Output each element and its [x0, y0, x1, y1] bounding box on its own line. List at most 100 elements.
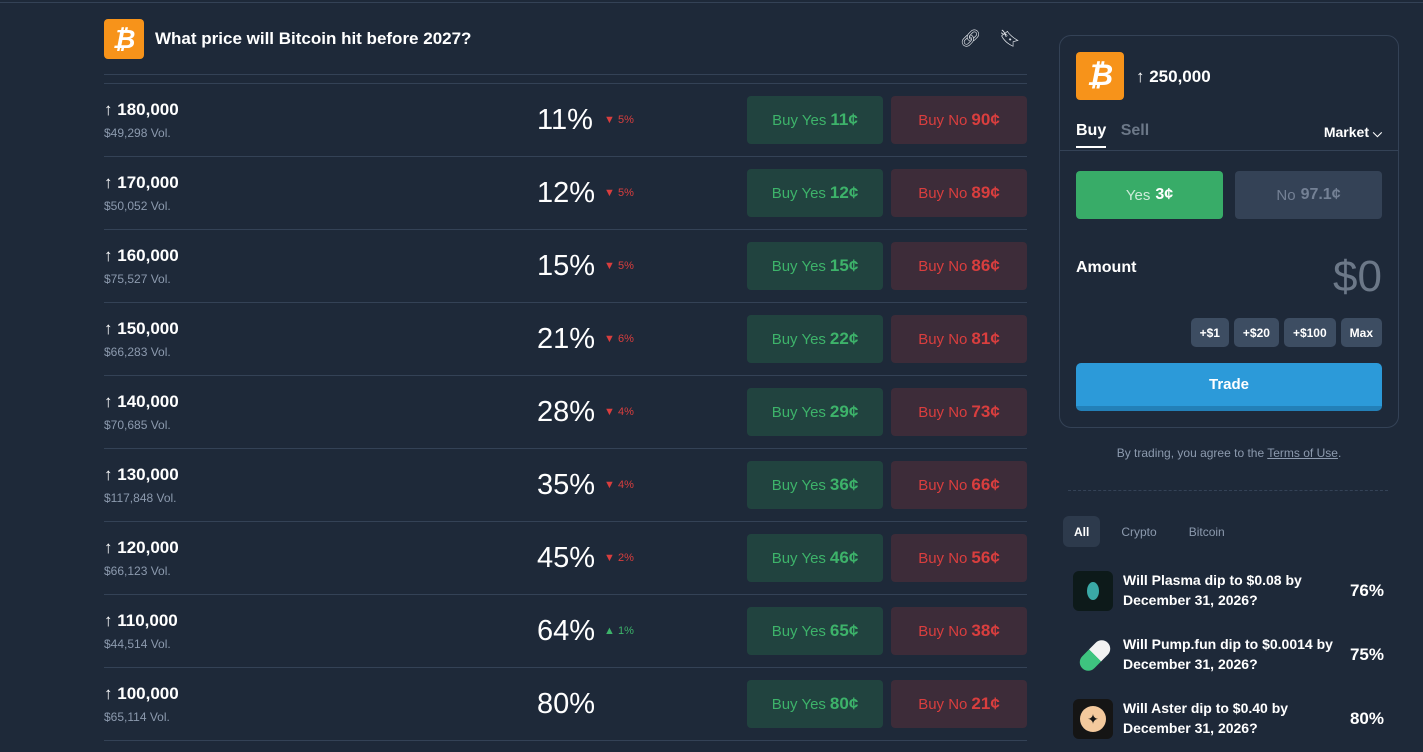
selected-outcome: ↑ 250,000 [1136, 67, 1211, 86]
change-indicator: ▼ 4% [604, 406, 634, 418]
outcome-probability: 15% [537, 250, 596, 282]
buy-no-button[interactable]: Buy No 56¢ [891, 534, 1027, 582]
change-value: 1% [617, 625, 634, 637]
arrow-up-icon: ↑ [104, 246, 113, 265]
tab-sell[interactable]: Sell [1120, 122, 1150, 139]
buy-yes-price: 36¢ [829, 475, 859, 494]
buy-yes-button[interactable]: Buy Yes 80¢ [747, 680, 883, 728]
link-icon[interactable]: 🔗︎ [959, 29, 982, 48]
buy-yes-label: Buy Yes [772, 111, 827, 129]
outcome-row: ↑ 120,000 $66,123 Vol. 45% ▼ 2% Buy Yes 4… [104, 522, 1027, 595]
filter-all[interactable]: All [1063, 516, 1101, 547]
related-market-percent: 76% [1349, 581, 1384, 600]
outcome-label: ↑ 120,000 [104, 538, 179, 558]
divider [104, 74, 1027, 75]
amount-input[interactable]: $0 [1333, 252, 1382, 301]
page-title: What price will Bitcoin hit before 2027? [155, 29, 472, 48]
divider [1060, 150, 1398, 151]
buy-no-price: 89¢ [971, 183, 1000, 202]
outcome-probability: 64% [537, 615, 596, 647]
outcome-row: ↑ 180,000 $49,298 Vol. 11% ▼ 5% Buy Yes 1… [104, 84, 1027, 157]
buy-yes-button[interactable]: Buy Yes 11¢ [747, 96, 883, 144]
buy-no-button[interactable]: Buy No 73¢ [891, 388, 1027, 436]
buy-no-button[interactable]: Buy No 81¢ [891, 315, 1027, 363]
buy-yes-label: Buy Yes [771, 184, 826, 202]
buy-no-price: 56¢ [971, 548, 1000, 567]
buy-no-button[interactable]: Buy No 90¢ [891, 96, 1027, 144]
buy-yes-label: Buy Yes [771, 476, 826, 494]
buy-yes-button[interactable]: Buy Yes 22¢ [747, 315, 883, 363]
triangle-down-icon: ▼ [604, 114, 615, 126]
divider [1068, 490, 1388, 491]
buy-yes-button[interactable]: Buy Yes 15¢ [747, 242, 883, 290]
buy-yes-button[interactable]: Buy Yes 29¢ [747, 388, 883, 436]
trade-button[interactable]: Trade [1076, 363, 1382, 411]
change-indicator: ▼ 5% [604, 114, 634, 126]
buy-yes-button[interactable]: Buy Yes 65¢ [747, 607, 883, 655]
buy-yes-button[interactable]: Buy Yes 36¢ [747, 461, 883, 509]
add-100-button[interactable]: +$100 [1283, 318, 1336, 347]
related-market[interactable]: Will Pump.fun dip to $0.0014 by December… [1073, 634, 1393, 676]
no-label: No [1276, 186, 1296, 204]
buy-no-label: Buy No [918, 695, 968, 713]
top-divider [0, 2, 1423, 3]
outcome-probability: 12% [537, 177, 596, 209]
buy-yes-button[interactable]: Buy Yes 46¢ [747, 534, 883, 582]
arrow-up-icon: ↑ [104, 173, 113, 192]
buy-no-button[interactable]: Buy No 89¢ [891, 169, 1027, 217]
outcome-volume: $50,052 Vol. [104, 199, 171, 213]
order-type-label: Market [1323, 124, 1369, 140]
arrow-up-icon: ↑ [104, 684, 113, 703]
change-indicator: ▲ 1% [604, 625, 634, 637]
outcome-price: 140,000 [117, 392, 179, 411]
bookmark-icon[interactable]: 🔖︎ [999, 29, 1021, 48]
outcome-price: 170,000 [117, 173, 179, 192]
arrow-up-icon: ↑ [104, 100, 113, 119]
arrow-up-icon: ↑ [104, 319, 113, 338]
buy-yes-price: 12¢ [829, 183, 859, 202]
filter-crypto[interactable]: Crypto [1121, 524, 1157, 539]
tab-buy[interactable]: Buy [1076, 122, 1107, 148]
outcome-row: ↑ 100,000 $65,114 Vol. 80% Buy Yes 80¢ Bu… [104, 668, 1027, 741]
outcome-row: ↑ 150,000 $66,283 Vol. 21% ▼ 6% Buy Yes 2… [104, 303, 1027, 376]
buy-yes-label: Buy Yes [771, 549, 826, 567]
outcome-price: 160,000 [117, 246, 179, 265]
change-indicator: ▼ 6% [604, 333, 634, 345]
outcome-price: 110,000 [117, 611, 178, 630]
outcome-row: ↑ 130,000 $117,848 Vol. 35% ▼ 4% Buy Yes… [104, 449, 1027, 522]
triangle-down-icon: ▼ [604, 479, 615, 491]
terms-suffix: . [1337, 446, 1342, 460]
add-20-button[interactable]: +$20 [1233, 318, 1279, 347]
outcome-volume: $44,514 Vol. [104, 637, 171, 651]
related-market[interactable]: ✦ Will Aster dip to $0.40 by December 31… [1073, 698, 1393, 740]
buy-no-label: Buy No [918, 330, 968, 348]
buy-yes-price: 15¢ [829, 256, 859, 275]
terms-link[interactable]: Terms of Use [1267, 446, 1338, 460]
buy-no-button[interactable]: Buy No 66¢ [891, 461, 1027, 509]
related-market[interactable]: Will Plasma dip to $0.08 by December 31,… [1073, 570, 1393, 612]
change-indicator: ▼ 5% [604, 187, 634, 199]
buy-no-price: 90¢ [971, 110, 1000, 129]
max-button[interactable]: Max [1340, 318, 1382, 347]
no-outcome-button[interactable]: No 97.1¢ [1235, 171, 1382, 219]
bitcoin-logo: ₿ [104, 19, 144, 59]
buy-yes-price: 29¢ [829, 402, 859, 421]
outcome-label: ↑ 170,000 [104, 173, 179, 193]
outcome-label: ↑ 110,000 [104, 611, 178, 631]
buy-no-button[interactable]: Buy No 21¢ [891, 680, 1027, 728]
outcome-label: ↑ 160,000 [104, 246, 179, 266]
buy-yes-button[interactable]: Buy Yes 12¢ [747, 169, 883, 217]
buy-no-label: Buy No [918, 476, 968, 494]
yes-outcome-button[interactable]: Yes 3¢ [1076, 171, 1223, 219]
change-indicator: ▼ 2% [604, 552, 634, 564]
buy-yes-label: Buy Yes [771, 330, 826, 348]
buy-no-button[interactable]: Buy No 38¢ [891, 607, 1027, 655]
filter-bitcoin[interactable]: Bitcoin [1188, 524, 1225, 539]
add-1-button[interactable]: +$1 [1190, 318, 1229, 347]
buy-no-button[interactable]: Buy No 86¢ [891, 242, 1027, 290]
buy-yes-price: 46¢ [829, 548, 859, 567]
order-type-dropdown[interactable]: Market ⌵ [1324, 124, 1382, 141]
buy-no-label: Buy No [918, 184, 968, 202]
arrow-up-icon: ↑ [104, 465, 113, 484]
outcome-label: ↑ 100,000 [104, 684, 179, 704]
